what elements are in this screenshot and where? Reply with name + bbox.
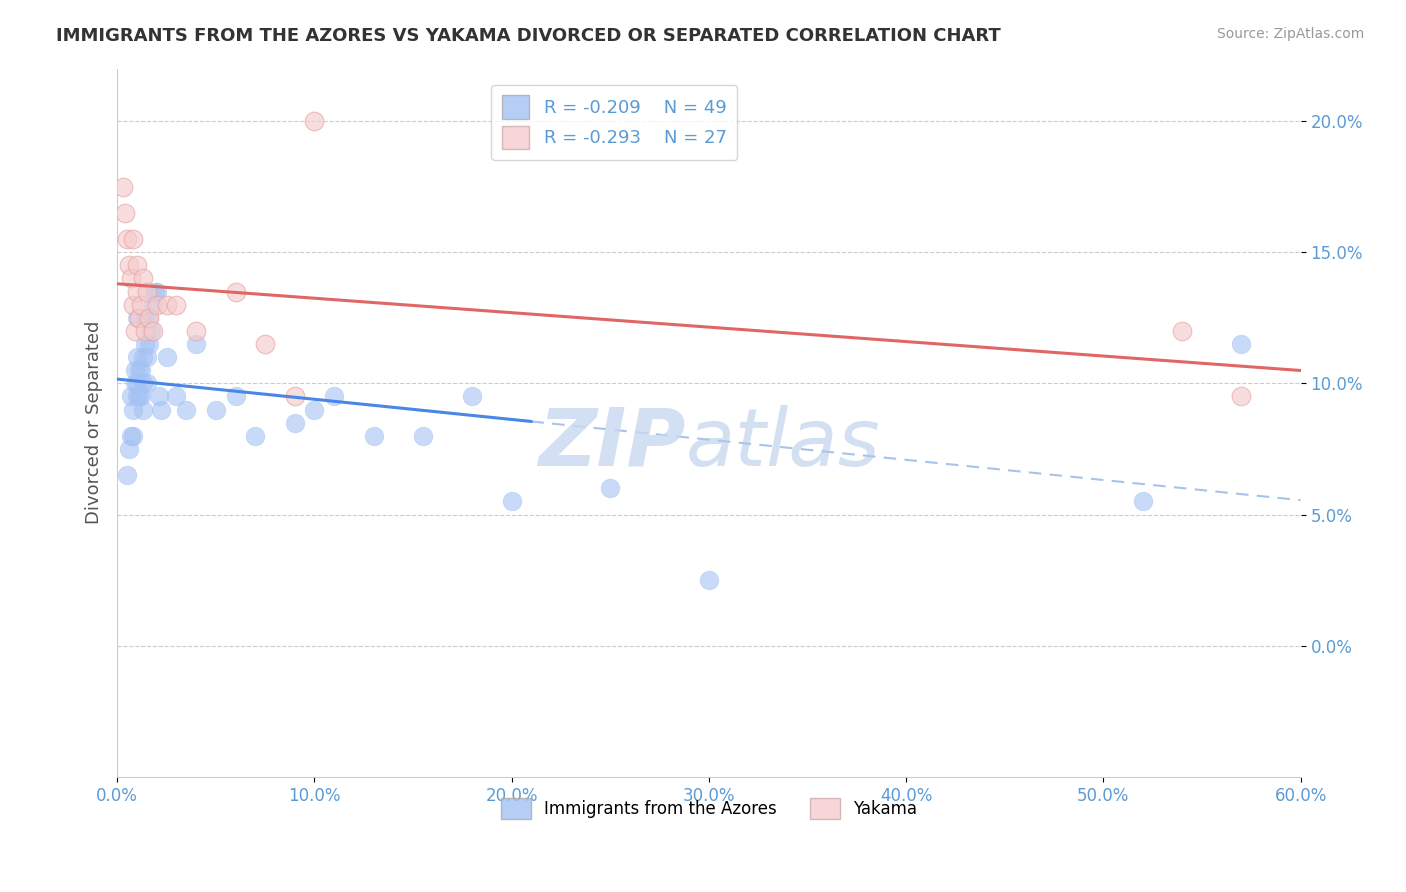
Point <box>132 350 155 364</box>
Point <box>135 285 157 299</box>
Point <box>461 389 484 403</box>
Point <box>184 337 207 351</box>
Point <box>1230 337 1253 351</box>
Point <box>1230 389 1253 403</box>
Point <box>128 310 150 325</box>
Point <box>132 402 155 417</box>
Point <box>155 350 177 364</box>
Point <box>254 337 277 351</box>
Point <box>115 468 138 483</box>
Point <box>125 258 148 272</box>
Point <box>135 350 157 364</box>
Point <box>124 363 146 377</box>
Point <box>1132 494 1154 508</box>
Point <box>204 402 226 417</box>
Point <box>284 389 307 403</box>
Point <box>149 402 172 417</box>
Point <box>122 429 145 443</box>
Point <box>129 298 152 312</box>
Point <box>225 389 247 403</box>
Point <box>165 298 187 312</box>
Legend: Immigrants from the Azores, Yakama: Immigrants from the Azores, Yakama <box>494 791 924 825</box>
Point <box>118 442 141 456</box>
Point <box>174 402 197 417</box>
Point <box>304 402 326 417</box>
Point <box>125 350 148 364</box>
Point <box>128 363 150 377</box>
Point <box>124 324 146 338</box>
Point <box>142 298 165 312</box>
Point <box>143 285 166 299</box>
Point <box>122 232 145 246</box>
Point <box>129 363 152 377</box>
Point <box>363 429 385 443</box>
Point <box>165 389 187 403</box>
Point <box>501 494 523 508</box>
Point <box>135 376 157 391</box>
Point <box>138 337 160 351</box>
Point <box>132 376 155 391</box>
Text: atlas: atlas <box>685 405 880 483</box>
Point <box>125 285 148 299</box>
Point <box>134 337 156 351</box>
Point <box>184 324 207 338</box>
Point <box>138 310 160 325</box>
Point <box>122 402 145 417</box>
Point <box>120 389 142 403</box>
Point <box>284 416 307 430</box>
Point <box>125 310 148 325</box>
Point <box>599 481 621 495</box>
Text: IMMIGRANTS FROM THE AZORES VS YAKAMA DIVORCED OR SEPARATED CORRELATION CHART: IMMIGRANTS FROM THE AZORES VS YAKAMA DIV… <box>56 27 1001 45</box>
Point <box>122 298 145 312</box>
Point <box>134 324 156 338</box>
Point <box>225 285 247 299</box>
Point <box>129 389 152 403</box>
Point <box>138 310 160 325</box>
Text: Source: ZipAtlas.com: Source: ZipAtlas.com <box>1216 27 1364 41</box>
Text: ZIP: ZIP <box>538 405 685 483</box>
Point <box>1171 324 1194 338</box>
Y-axis label: Divorced or Separated: Divorced or Separated <box>86 321 103 524</box>
Point <box>148 389 170 403</box>
Point <box>112 179 135 194</box>
Point <box>145 298 167 312</box>
Point <box>323 389 346 403</box>
Point <box>134 310 156 325</box>
Point <box>120 429 142 443</box>
Point <box>120 271 142 285</box>
Point <box>118 258 141 272</box>
Point <box>125 376 148 391</box>
Point <box>145 285 167 299</box>
Point <box>139 324 162 338</box>
Point <box>124 376 146 391</box>
Point <box>132 271 155 285</box>
Point <box>304 114 326 128</box>
Point <box>142 324 165 338</box>
Point <box>245 429 267 443</box>
Point <box>155 298 177 312</box>
Point <box>125 389 148 403</box>
Point <box>697 573 720 587</box>
Point <box>114 206 136 220</box>
Point <box>412 429 434 443</box>
Point <box>128 389 150 403</box>
Point <box>115 232 138 246</box>
